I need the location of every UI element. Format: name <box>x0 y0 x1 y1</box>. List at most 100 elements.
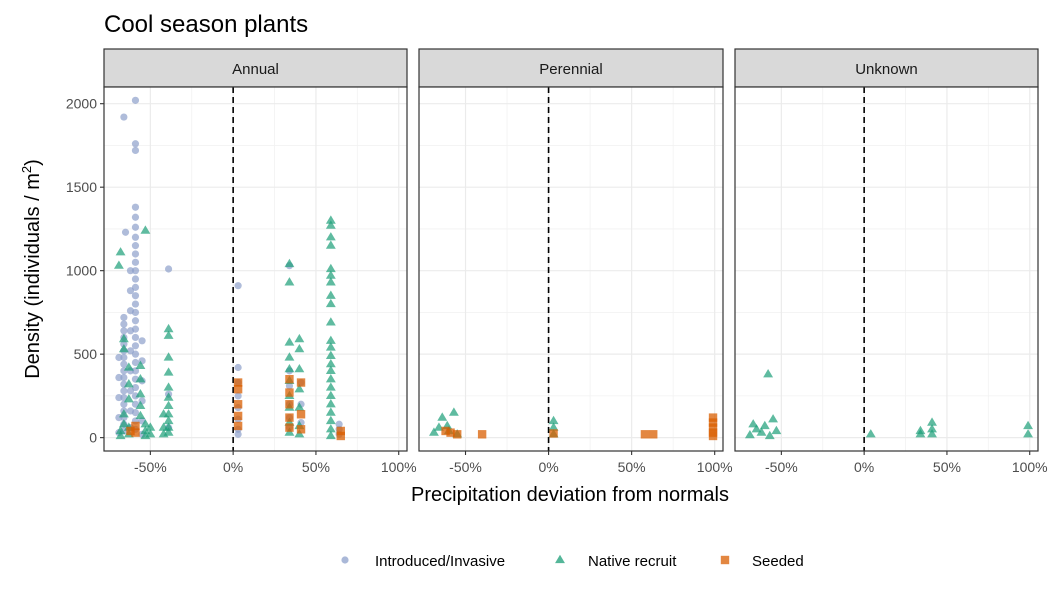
legend: Introduced/Invasive Native recruit Seeded <box>341 553 804 570</box>
point-native-recruit <box>325 374 336 383</box>
panel-border <box>103 86 408 452</box>
legend-item-seeded: Seeded <box>720 553 804 570</box>
x-tick-label: 0% <box>538 459 558 475</box>
point-introduced-invasive <box>138 337 146 345</box>
point-introduced-invasive <box>120 113 128 121</box>
facet-annual: Annual -50% 0% 50% 100% 0 500 1000 1500 2000 <box>66 48 417 475</box>
point-native-recruit <box>113 260 124 269</box>
point-introduced-invasive <box>335 420 343 428</box>
point-introduced-invasive <box>131 333 140 342</box>
point-introduced-invasive <box>234 430 242 438</box>
point-native-recruit <box>1023 429 1034 438</box>
legend-item-introduced-invasive: Introduced/Invasive <box>341 553 505 570</box>
point-introduced-invasive <box>234 363 242 372</box>
point-native-recruit <box>123 379 134 388</box>
point-native-recruit <box>325 390 336 400</box>
point-seeded <box>549 429 558 438</box>
point-native-recruit <box>325 298 336 308</box>
point-native-recruit <box>135 374 146 383</box>
point-seeded <box>131 428 140 437</box>
point-seeded <box>126 426 135 436</box>
point-introduced-invasive <box>120 320 128 328</box>
point-native-recruit <box>163 400 174 410</box>
series-native-recruit <box>744 368 1034 440</box>
point-introduced-invasive <box>126 387 135 395</box>
point-native-recruit <box>325 263 336 273</box>
point-native-recruit <box>135 400 146 410</box>
point-native-recruit <box>763 368 774 378</box>
point-introduced-invasive <box>131 367 140 375</box>
point-introduced-invasive <box>120 373 128 382</box>
point-native-recruit <box>115 430 126 440</box>
point-native-recruit <box>135 360 146 369</box>
facet-strip-annual <box>103 48 408 88</box>
y-tick-label: 1500 <box>66 179 97 195</box>
point-seeded <box>453 430 462 439</box>
point-native-recruit <box>294 333 305 343</box>
point-native-recruit <box>325 407 336 416</box>
point-seeded <box>446 428 455 437</box>
point-native-recruit <box>284 337 295 346</box>
point-native-recruit <box>115 425 126 435</box>
point-native-recruit <box>325 415 336 425</box>
point-introduced-invasive <box>131 233 140 241</box>
point-native-recruit <box>115 247 126 256</box>
point-seeded <box>285 413 294 422</box>
legend-label: Introduced/Invasive <box>375 553 505 570</box>
point-seeded <box>285 400 294 409</box>
point-native-recruit <box>1023 420 1034 430</box>
point-introduced-invasive <box>131 358 140 367</box>
point-introduced-invasive <box>164 265 173 273</box>
series-seeded <box>441 413 718 441</box>
point-native-recruit <box>135 389 146 398</box>
point-native-recruit <box>123 362 134 371</box>
point-introduced-invasive <box>120 387 128 395</box>
point-native-recruit <box>756 427 767 436</box>
point-native-recruit <box>145 422 156 431</box>
x-axis-title: Precipitation deviation from normals <box>411 484 729 506</box>
point-introduced-invasive <box>234 282 242 290</box>
facet-strip-label: Unknown <box>855 61 918 78</box>
point-seeded <box>708 431 718 441</box>
point-introduced-invasive <box>115 393 123 402</box>
point-introduced-invasive <box>131 242 140 250</box>
point-seeded <box>649 430 658 439</box>
point-seeded <box>233 385 243 394</box>
point-introduced-invasive <box>131 213 140 221</box>
point-native-recruit <box>325 277 336 286</box>
x-tick-label: 100% <box>381 459 417 475</box>
point-seeded <box>477 430 487 439</box>
point-native-recruit <box>163 392 174 401</box>
point-native-recruit <box>284 363 295 373</box>
point-introduced-invasive <box>131 292 140 300</box>
facet-strip-perennial <box>418 48 724 88</box>
x-tick-label: 0% <box>854 459 874 475</box>
point-native-recruit <box>163 415 174 425</box>
point-seeded <box>708 423 718 432</box>
point-introduced-invasive <box>121 228 130 236</box>
point-native-recruit <box>325 215 336 224</box>
point-seeded <box>285 388 294 397</box>
legend-key-native-recruit <box>555 554 565 564</box>
y-tick-label: 0 <box>89 430 97 446</box>
point-seeded <box>131 421 140 431</box>
point-native-recruit <box>140 419 151 428</box>
panel-background <box>104 87 407 451</box>
y-tick-label: 1000 <box>66 263 97 279</box>
point-introduced-invasive <box>131 140 140 148</box>
legend-key-seeded <box>720 555 730 565</box>
point-seeded <box>233 421 243 431</box>
point-native-recruit <box>325 358 336 368</box>
point-native-recruit <box>325 365 336 374</box>
point-introduced-invasive <box>120 360 128 368</box>
point-native-recruit <box>325 430 336 440</box>
point-seeded <box>296 378 306 387</box>
point-introduced-invasive <box>131 392 140 400</box>
point-seeded <box>233 378 243 387</box>
point-native-recruit <box>325 220 336 229</box>
point-seeded <box>296 410 306 419</box>
point-introduced-invasive <box>126 287 135 295</box>
point-native-recruit <box>163 330 174 339</box>
point-introduced-invasive <box>115 373 123 382</box>
point-native-recruit <box>927 429 937 438</box>
